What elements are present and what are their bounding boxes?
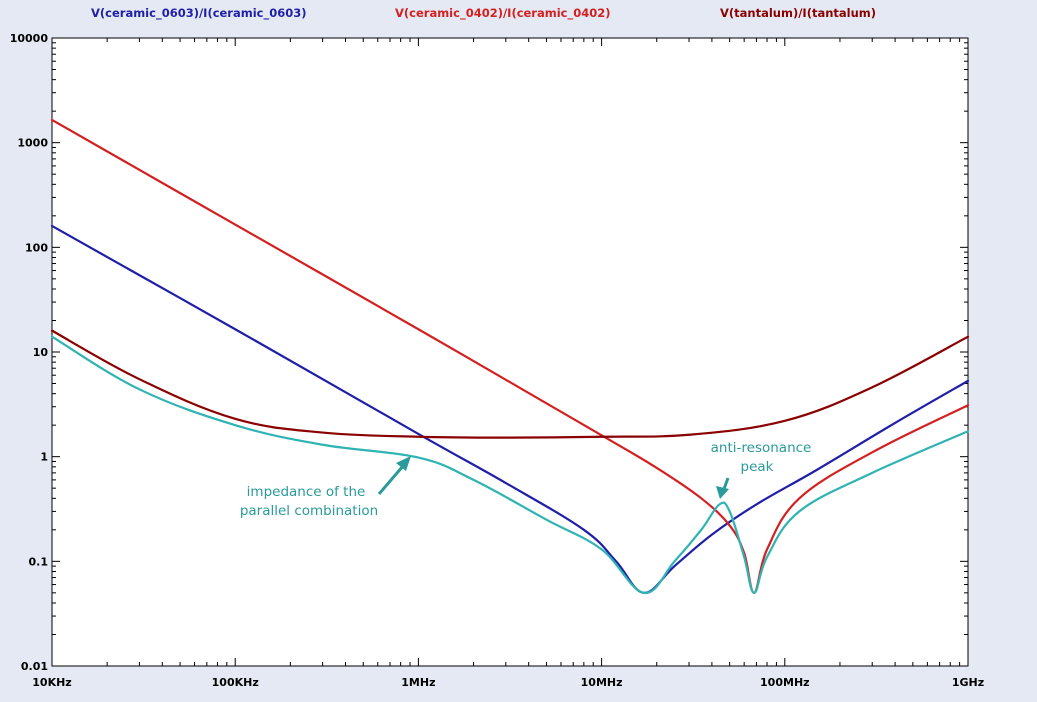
x-tick-label: 1GHz: [952, 676, 984, 689]
annotation-peak-arrow-head: [716, 486, 729, 499]
y-tick-label: 10000: [10, 32, 49, 45]
annotation-peak-line-2: peak: [741, 459, 774, 475]
series-line-ceramic-0402: [50, 118, 970, 594]
annotation-parallel-line-1: impedance of the: [247, 484, 366, 500]
x-tick-label: 100MHz: [760, 676, 810, 689]
x-tick-label: 1MHz: [401, 676, 435, 689]
legend-entry-ceramic-0402: V(ceramic_0402)/I(ceramic_0402): [395, 6, 611, 21]
annotation-parallel-arrow-shaft: [377, 465, 405, 495]
series-layer: [50, 118, 970, 594]
series-line-parallel: [50, 335, 970, 594]
annotation-parallel-arrow-head: [396, 456, 411, 471]
annotation-peak: anti-resonance peak: [711, 440, 812, 499]
annotation-parallel-line-2: parallel combination: [240, 503, 378, 519]
annotation-peak-line-1: anti-resonance: [711, 440, 812, 456]
legend-entry-ceramic-0603: V(ceramic_0603)/I(ceramic_0603): [91, 6, 307, 21]
y-tick-label: 1: [40, 451, 48, 464]
series-line-tantalum: [50, 329, 970, 439]
y-tick-label: 10: [33, 346, 49, 359]
annotation-peak-arrow-shaft: [722, 477, 730, 490]
plot-area: [51, 37, 969, 667]
y-tick-label: 0.01: [21, 660, 48, 673]
y-tick-label: 1000: [17, 137, 48, 150]
legend-entry-tantalum: V(tantalum)/I(tantalum): [720, 6, 876, 20]
y-tick-label: 0.1: [29, 555, 49, 568]
y-tick-label: 100: [25, 241, 48, 254]
axis-ticks: 10KHz 100KHz 1MHz 10MHz 100MHz 1GHz 10000 1000 1…: [10, 32, 984, 689]
x-tick-label: 10KHz: [32, 676, 71, 689]
series-line-ceramic-0603: [50, 224, 970, 594]
annotation-parallel: impedance of the parallel combination: [240, 456, 411, 519]
x-tick-label: 10MHz: [581, 676, 623, 689]
x-tick-label: 100KHz: [212, 676, 259, 689]
